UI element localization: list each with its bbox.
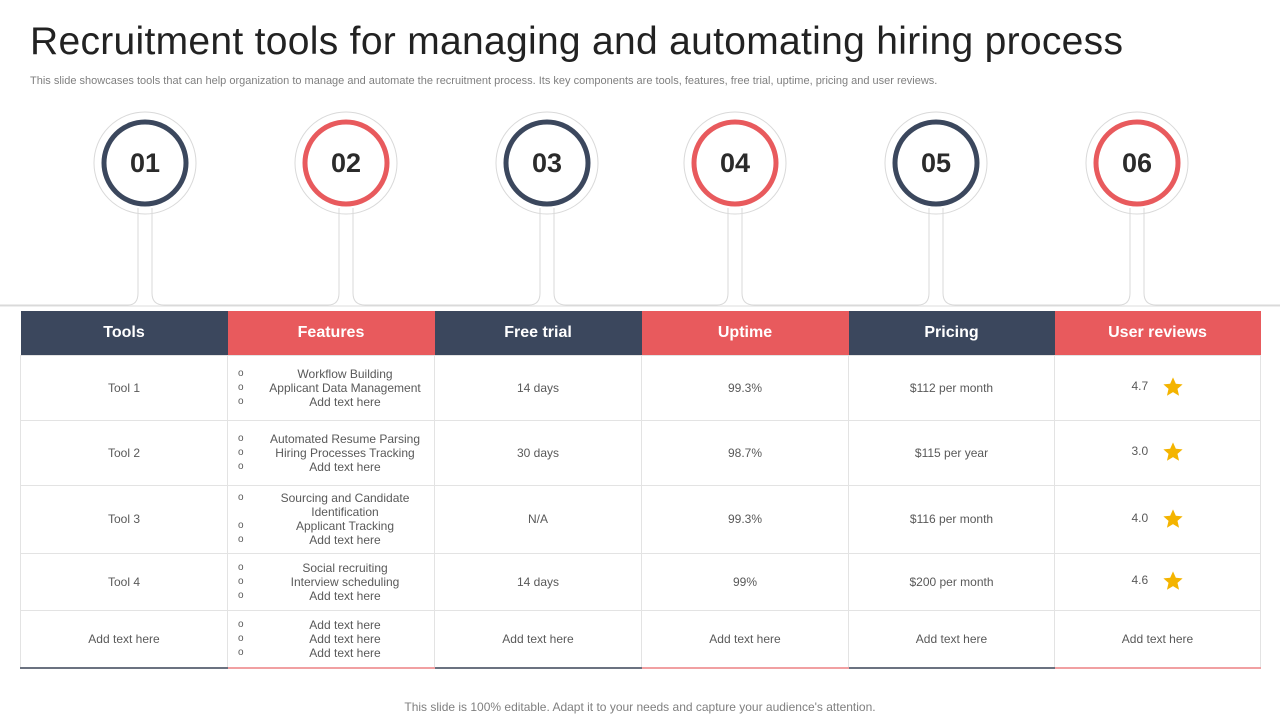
features-cell: o Sourcing and Candidate Identification o…	[227, 484, 435, 554]
feature-item: o Social recruiting	[238, 560, 388, 575]
marker-number-04: 04	[719, 148, 751, 178]
marker-shape-03	[495, 111, 717, 306]
star-icon	[1162, 571, 1183, 590]
marker-number-02: 02	[330, 148, 362, 178]
uptime-value: 98.7%	[641, 419, 849, 486]
marker-shape-04	[683, 111, 918, 306]
header-features: Features	[227, 311, 435, 355]
tool-name: Tool 4	[20, 552, 228, 611]
feature-item: o Applicant Tracking	[238, 519, 395, 533]
feature-item: o Add text here	[238, 588, 381, 603]
bullet-icon: o	[238, 632, 244, 644]
slide-title: Recruitment tools for managing and autom…	[30, 20, 1124, 63]
bullet-icon: o	[238, 520, 244, 531]
feature-item: o Add text here	[238, 533, 381, 547]
feature-item: o Add text here	[238, 617, 381, 632]
user-review-text: Add text here	[1054, 609, 1261, 669]
tool-name: Tool 3	[20, 484, 228, 554]
feature-item: o Applicant Data Management	[238, 380, 421, 395]
uptime-value: 99%	[641, 552, 849, 611]
pricing-value: $200 per month	[848, 552, 1055, 611]
header-uptime: Uptime	[641, 311, 849, 355]
table-row: Tool 3 o Sourcing and Candidate Identific…	[20, 484, 1261, 554]
bullet-icon: o	[238, 575, 244, 587]
bullet-icon: o	[238, 367, 244, 379]
header-free-trial: Free trial	[434, 311, 642, 355]
user-review-cell: 4.7	[1054, 354, 1261, 421]
bullet-icon: o	[238, 492, 244, 503]
free-trial-value: 14 days	[434, 354, 642, 421]
free-trial-value: 30 days	[434, 419, 642, 486]
bullet-icon: o	[238, 460, 244, 472]
marker-shape-06	[1085, 111, 1280, 306]
feature-item: o Workflow Building	[238, 366, 393, 381]
pricing-value: $115 per year	[848, 419, 1055, 486]
free-trial-value: 14 days	[434, 552, 642, 611]
bullet-icon: o	[238, 395, 244, 407]
pricing-value: $112 per month	[848, 354, 1055, 421]
bullet-icon: o	[238, 534, 244, 545]
number-markers: 01 02 03 04 05 06	[0, 105, 1280, 310]
header-user-reviews: User reviews	[1054, 311, 1261, 355]
user-review-cell: 4.0	[1054, 484, 1261, 554]
tool-name: Add text here	[20, 609, 228, 669]
bullet-icon: o	[238, 381, 244, 393]
feature-item: o Add text here	[238, 631, 381, 646]
slide-subtitle: This slide showcases tools that can help…	[30, 75, 938, 87]
free-trial-value: Add text here	[434, 609, 642, 669]
tool-name: Tool 1	[20, 354, 228, 421]
rating-value: 4.7	[1131, 379, 1149, 393]
table-row: Add text here o Add text here o Add text h…	[20, 609, 1261, 669]
marker-number-03: 03	[531, 148, 563, 178]
marker-number-05: 05	[920, 148, 952, 178]
feature-item: o Add text here	[238, 645, 381, 660]
bullet-icon: o	[238, 589, 244, 601]
pricing-value: $116 per month	[848, 484, 1055, 554]
bullet-icon: o	[238, 646, 244, 658]
uptime-value: Add text here	[641, 609, 849, 669]
table-row: Tool 2 o Automated Resume Parsing o Hiring…	[20, 419, 1261, 486]
features-cell: o Automated Resume Parsing o Hiring Proces…	[227, 419, 435, 486]
table-row: Tool 1 o Workflow Building o Applicant Dat…	[20, 354, 1261, 421]
tools-comparison-table: Tools Features Free trial Uptime Pricing…	[20, 311, 1261, 669]
feature-item: o Add text here	[238, 394, 381, 409]
header-pricing: Pricing	[848, 311, 1055, 355]
marker-shape-02	[294, 111, 529, 306]
feature-item: o Sourcing and Candidate Identification	[238, 491, 410, 519]
marker-shape-05	[884, 111, 1119, 306]
feature-item: o Interview scheduling	[238, 574, 400, 589]
bullet-icon: o	[238, 618, 244, 630]
rating-value: 4.0	[1131, 510, 1149, 525]
bullet-icon: o	[238, 432, 244, 444]
star-icon	[1162, 508, 1183, 528]
bullet-icon: o	[238, 561, 244, 573]
features-cell: o Workflow Building o Applicant Data Manag…	[227, 354, 435, 421]
star-icon	[1162, 442, 1183, 461]
pricing-value: Add text here	[848, 609, 1055, 669]
features-cell: o Social recruiting o Interview scheduling…	[227, 552, 435, 611]
features-cell: o Add text here o Add text here o Add text …	[227, 609, 435, 669]
marker-connectors	[0, 111, 1280, 307]
header-tools: Tools	[20, 311, 228, 355]
slide-footer: This slide is 100% editable. Adapt it to…	[404, 700, 876, 714]
free-trial-value: N/A	[434, 484, 642, 554]
user-review-cell: 3.0	[1054, 419, 1261, 486]
bullet-icon: o	[238, 446, 244, 458]
uptime-value: 99.3%	[641, 484, 849, 554]
rating-value: 4.6	[1131, 573, 1149, 587]
rating-value: 3.0	[1131, 444, 1149, 458]
star-icon	[1162, 377, 1183, 396]
feature-item: o Add text here	[238, 459, 381, 474]
marker-number-06: 06	[1121, 148, 1153, 178]
uptime-value: 99.3%	[641, 354, 849, 421]
feature-item: o Hiring Processes Tracking	[238, 445, 415, 460]
table-row: Tool 4 o Social recruiting o Interview sch…	[20, 552, 1261, 611]
user-review-cell: 4.6	[1054, 552, 1261, 611]
marker-number-01: 01	[129, 148, 161, 178]
marker-shape-01	[0, 111, 328, 306]
table-header-row: Tools Features Free trial Uptime Pricing…	[20, 311, 1261, 355]
feature-item: o Automated Resume Parsing	[238, 431, 421, 446]
tool-name: Tool 2	[20, 419, 228, 486]
